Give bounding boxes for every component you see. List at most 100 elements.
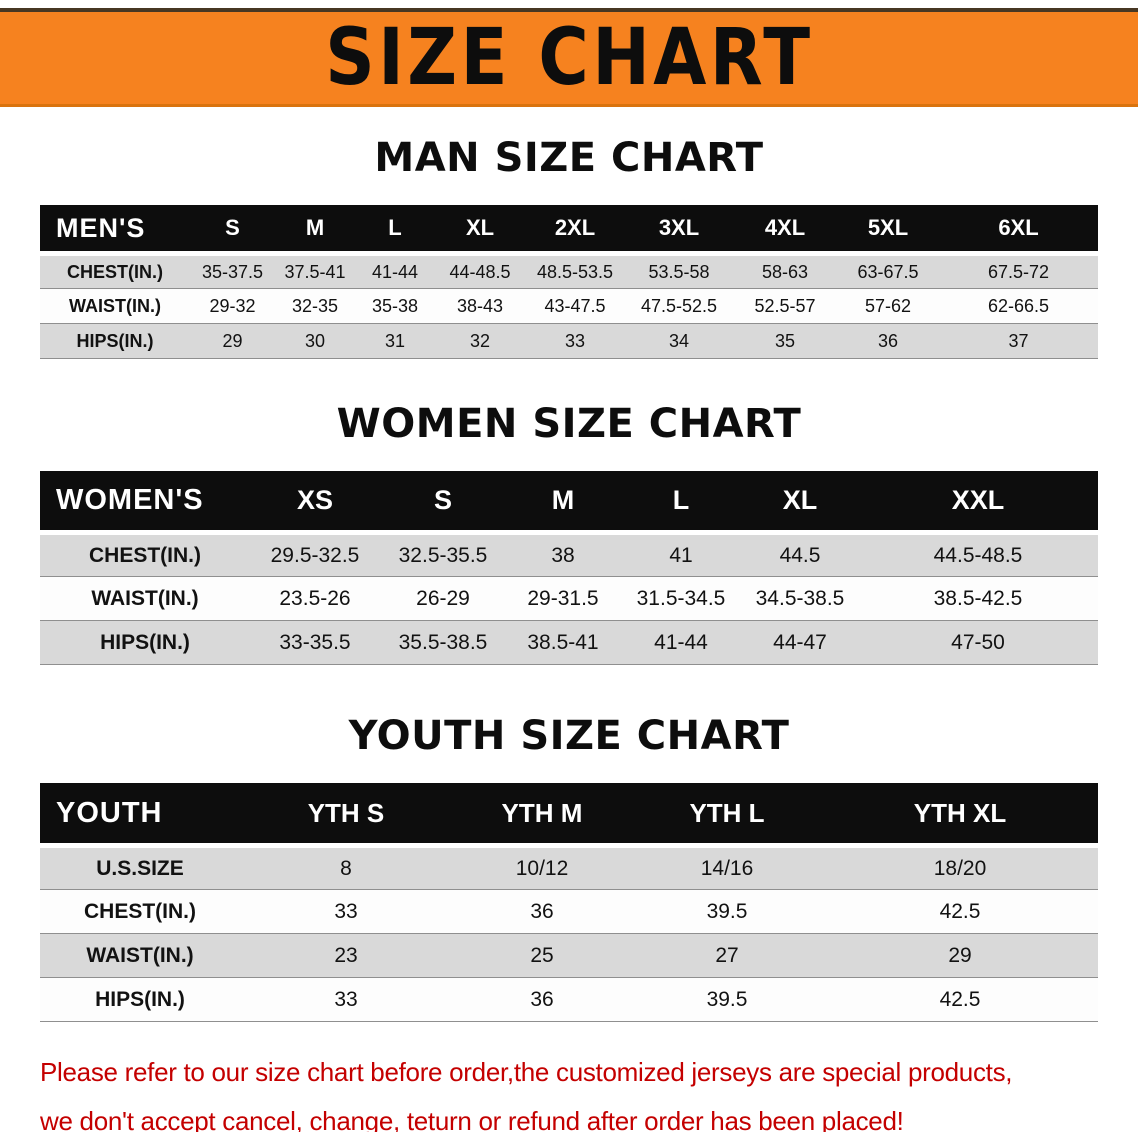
table-title-cell: MEN'S: [40, 205, 190, 256]
banner: SIZE CHART: [0, 8, 1138, 107]
value-cell: 41-44: [371, 261, 419, 282]
value-cell: 37.5-41: [284, 261, 346, 282]
table-row: HIPS(IN.) 29 30 31 32 33 34 35 36 37: [40, 323, 1098, 359]
value-cell: 41-44: [654, 630, 708, 654]
table-row: CHEST(IN.) 33 36 39.5 42.5: [40, 889, 1098, 934]
value-cell: 44.5-48.5: [933, 543, 1023, 567]
table-title-cell: WOMEN'S: [40, 471, 250, 535]
value-cell: 58-63: [761, 261, 809, 282]
table-row: U.S.SIZE 8 10/12 14/16 18/20: [40, 845, 1098, 890]
row-label: U.S.SIZE: [96, 856, 184, 880]
table-row: HIPS(IN.) 33 36 39.5 42.5: [40, 977, 1098, 1022]
row-label: WAIST(IN.): [91, 586, 199, 610]
value-cell: 32.5-35.5: [398, 543, 488, 567]
value-cell: 32: [469, 330, 491, 351]
table-header-row: MEN'S S M L XL 2XL 3XL 4XL 5XL 6XL: [40, 205, 1098, 256]
value-cell: 42.5: [939, 899, 981, 923]
row-label: HIPS(IN.): [100, 630, 190, 654]
value-cell: 38-43: [456, 295, 504, 316]
value-cell: 36: [877, 330, 899, 351]
size-header-cell: L: [620, 471, 742, 535]
table-title-cell: YOUTH: [40, 783, 240, 848]
value-cell: 37: [1008, 330, 1029, 351]
table-row: WAIST(IN.) 29-32 32-35 35-38 38-43 43-47.5 47.…: [40, 288, 1098, 324]
size-header-cell: XL: [435, 205, 525, 256]
value-cell: 26-29: [416, 586, 470, 610]
table-row: HIPS(IN.) 33-35.5 35.5-38.5 38.5-41 41-44 44-…: [40, 620, 1098, 665]
men-chart-heading: MAN SIZE CHART: [374, 135, 764, 181]
value-cell: 33: [564, 330, 586, 351]
row-label: CHEST(IN.): [89, 543, 201, 567]
youth-size-chart-section: YOUTH SIZE CHART YOUTH YTH S YTH M YTH L YTH…: [0, 665, 1138, 1022]
value-cell: 10/12: [515, 856, 569, 880]
value-cell: 29: [948, 943, 972, 967]
value-cell: 30: [304, 330, 326, 351]
value-cell: 23: [334, 943, 358, 967]
disclaimer-line-2: we don't accept cancel, change, teturn o…: [40, 1106, 904, 1132]
table-header-row: WOMEN'S XS S M L XL XXL: [40, 471, 1098, 535]
women-chart-heading: WOMEN SIZE CHART: [336, 401, 802, 447]
women-size-table: WOMEN'S XS S M L XL XXL CHEST(IN.) 29.5-32.5 32.5…: [40, 471, 1098, 665]
size-header-cell: YTH M: [452, 783, 632, 848]
disclaimer: Please refer to our size chart before or…: [40, 1054, 1122, 1132]
value-cell: 36: [530, 899, 554, 923]
value-cell: 8: [340, 856, 352, 880]
value-cell: 44-47: [773, 630, 827, 654]
value-cell: 31.5-34.5: [636, 586, 726, 610]
value-cell: 42.5: [939, 987, 981, 1011]
size-header-cell: XXL: [858, 471, 1098, 535]
value-cell: 44.5: [779, 543, 821, 567]
value-cell: 38: [551, 543, 575, 567]
women-size-chart-section: WOMEN SIZE CHART WOMEN'S XS S M L XL XXL CHEST(…: [0, 359, 1138, 665]
value-cell: 47-50: [951, 630, 1005, 654]
men-size-chart-section: MAN SIZE CHART MEN'S S M L XL 2XL 3XL 4XL 5XL 6XL…: [0, 107, 1138, 359]
value-cell: 63-67.5: [857, 261, 919, 282]
size-header-cell: YTH L: [632, 783, 822, 848]
value-cell: 27: [715, 943, 739, 967]
value-cell: 35-38: [371, 295, 419, 316]
value-cell: 43-47.5: [544, 295, 606, 316]
value-cell: 32-35: [291, 295, 339, 316]
value-cell: 35.5-38.5: [398, 630, 488, 654]
size-header-cell: S: [380, 471, 506, 535]
youth-chart-heading: YOUTH SIZE CHART: [348, 713, 790, 759]
value-cell: 31: [384, 330, 406, 351]
table-row: CHEST(IN.) 29.5-32.5 32.5-35.5 38 41 44.5 44.5…: [40, 532, 1098, 577]
size-header-cell: YTH XL: [822, 783, 1098, 848]
value-cell: 29: [222, 330, 243, 351]
value-cell: 36: [530, 987, 554, 1011]
size-header-cell: XL: [742, 471, 858, 535]
size-header-cell: 4XL: [733, 205, 837, 256]
value-cell: 14/16: [700, 856, 754, 880]
size-header-cell: 3XL: [625, 205, 733, 256]
value-cell: 33-35.5: [279, 630, 351, 654]
value-cell: 57-62: [864, 295, 912, 316]
value-cell: 33: [334, 987, 358, 1011]
table-header-row: YOUTH YTH S YTH M YTH L YTH XL: [40, 783, 1098, 848]
table-row: WAIST(IN.) 23 25 27 29: [40, 933, 1098, 978]
row-label: HIPS(IN.): [76, 330, 154, 351]
men-size-table: MEN'S S M L XL 2XL 3XL 4XL 5XL 6XL CHEST(IN.) 35-37…: [40, 205, 1098, 359]
size-header-cell: M: [506, 471, 620, 535]
value-cell: 62-66.5: [987, 295, 1050, 316]
value-cell: 38.5-41: [527, 630, 599, 654]
value-cell: 67.5-72: [987, 261, 1050, 282]
row-label: HIPS(IN.): [95, 987, 185, 1011]
value-cell: 41: [669, 543, 693, 567]
value-cell: 47.5-52.5: [640, 295, 718, 316]
value-cell: 38.5-42.5: [933, 586, 1023, 610]
size-header-cell: 2XL: [525, 205, 625, 256]
value-cell: 48.5-53.5: [536, 261, 614, 282]
value-cell: 23.5-26: [279, 586, 351, 610]
value-cell: 35: [774, 330, 796, 351]
size-header-cell: L: [355, 205, 435, 256]
value-cell: 35-37.5: [201, 261, 264, 282]
size-header-cell: YTH S: [240, 783, 452, 848]
size-header-cell: M: [275, 205, 355, 256]
value-cell: 52.5-57: [754, 295, 816, 316]
row-label: WAIST(IN.): [69, 295, 161, 316]
value-cell: 29-32: [209, 295, 256, 316]
size-header-cell: S: [190, 205, 275, 256]
value-cell: 18/20: [933, 856, 987, 880]
